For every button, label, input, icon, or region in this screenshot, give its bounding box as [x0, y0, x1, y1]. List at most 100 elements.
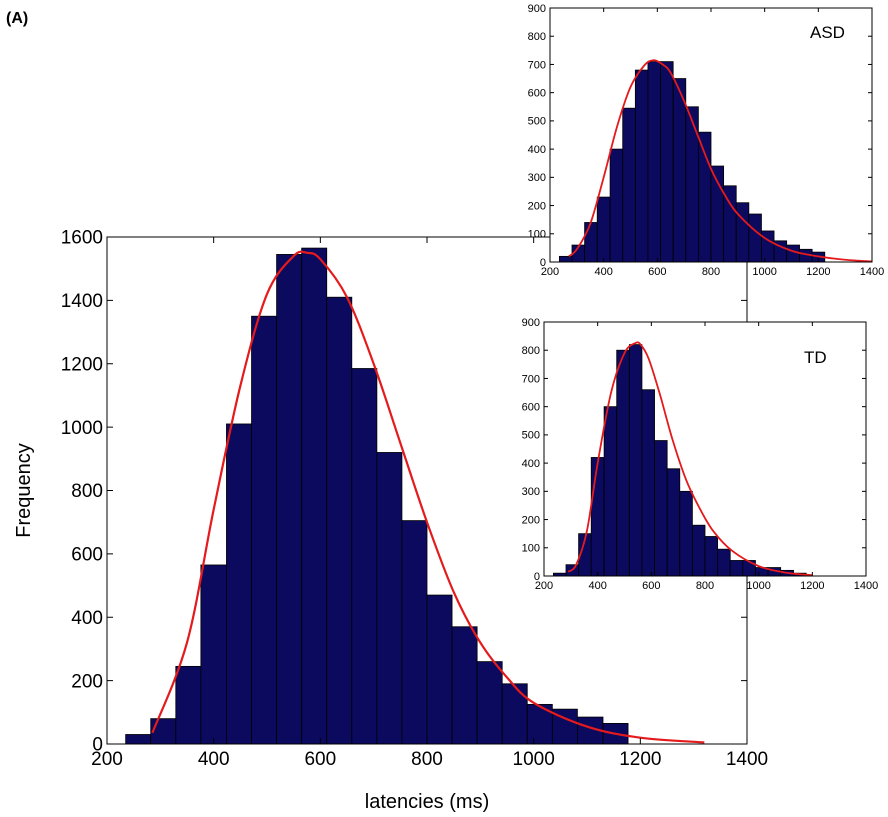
asd-x-tick-label: 1200 — [806, 266, 830, 278]
asd-y-tick-label: 0 — [540, 257, 546, 269]
td-bar — [679, 490, 693, 577]
td-inset-histogram: 200 400 600 800 1000 1200 1400 0 100 200 300 400 500… — [522, 317, 879, 592]
asd-bar — [622, 107, 636, 263]
main-y-tick-label: 1200 — [61, 354, 103, 375]
main-bar — [175, 665, 202, 745]
td-y-tick-label: 100 — [522, 543, 540, 555]
main-bar — [351, 368, 378, 745]
td-y-tick-label: 600 — [522, 402, 540, 414]
main-x-tick-label: 600 — [304, 749, 336, 770]
td-bar — [717, 548, 731, 577]
asd-bar — [596, 196, 611, 263]
td-bar — [628, 344, 643, 577]
asd-y-tick-label: 400 — [528, 144, 546, 156]
main-bar — [200, 564, 227, 745]
main-bar — [150, 718, 177, 745]
main-x-tick-label: 400 — [198, 749, 230, 770]
main-y-tick-label: 200 — [71, 671, 103, 692]
asd-bar — [634, 69, 649, 263]
asd-bar — [786, 244, 800, 263]
td-x-tick-label: 1000 — [746, 580, 770, 592]
td-bar — [704, 536, 719, 577]
asd-bar — [609, 148, 624, 263]
main-fit-curve — [151, 250, 705, 744]
asd-fit-curve — [568, 59, 873, 263]
main-bar — [376, 452, 403, 745]
td-y-tick-label: 700 — [522, 373, 540, 385]
td-x-tick-label: 400 — [588, 580, 606, 592]
asd-x-tick-label: 1000 — [752, 266, 776, 278]
asd-bar — [584, 222, 598, 263]
main-x-tick-label: 1200 — [619, 749, 661, 770]
td-bar — [729, 560, 744, 577]
main-x-tick-label: 200 — [91, 749, 123, 770]
asd-group-label: ASD — [810, 23, 845, 42]
asd-bar — [558, 255, 573, 263]
main-y-tick-label: 1000 — [61, 418, 103, 439]
main-bar — [125, 734, 152, 745]
main-y-tick-label: 1400 — [61, 291, 103, 312]
main-bar — [501, 683, 528, 745]
main-bar — [301, 247, 328, 745]
main-bar — [451, 626, 478, 745]
td-bar — [654, 440, 668, 577]
td-y-tick-label: 300 — [522, 486, 540, 498]
td-y-tick-label: 500 — [522, 430, 540, 442]
td-y-tick-label: 900 — [522, 317, 540, 329]
td-x-tick-label: 800 — [696, 580, 714, 592]
asd-x-tick-label: 800 — [702, 266, 720, 278]
asd-x-tick-label: 600 — [648, 266, 666, 278]
td-bar — [616, 349, 630, 577]
asd-y-tick-label: 800 — [528, 31, 546, 43]
asd-bar — [647, 61, 661, 263]
asd-bar — [761, 230, 775, 263]
asd-y-tick-label: 100 — [528, 229, 546, 241]
main-y-axis-label: Frequency — [13, 443, 35, 538]
asd-x-tick-label: 400 — [594, 266, 612, 278]
td-y-tick-label: 400 — [522, 458, 540, 470]
main-bar — [226, 423, 252, 745]
main-bar — [426, 594, 453, 745]
td-bar — [641, 389, 655, 577]
asd-y-tick-label: 600 — [528, 88, 546, 100]
td-bar — [590, 457, 605, 577]
asd-bar — [735, 202, 750, 263]
asd-y-tick-label: 700 — [528, 59, 546, 71]
asd-bar — [660, 61, 674, 263]
asd-y-tick-label: 900 — [528, 3, 546, 15]
asd-bar — [672, 78, 687, 263]
main-x-tick-label: 800 — [411, 749, 443, 770]
td-x-tick-label: 1200 — [800, 580, 824, 592]
asd-y-tick-label: 500 — [528, 116, 546, 128]
asd-x-tick-label: 200 — [541, 266, 559, 278]
td-y-tick-label: 200 — [522, 514, 540, 526]
main-bar — [276, 254, 303, 745]
asd-y-tick-label: 200 — [528, 200, 546, 212]
main-bar — [401, 520, 428, 745]
asd-x-tick-label: 1400 — [860, 266, 884, 278]
main-x-tick-label: 1000 — [513, 749, 555, 770]
main-x-axis-label: latencies (ms) — [365, 791, 489, 813]
td-bar — [666, 468, 681, 577]
td-x-tick-label: 200 — [535, 580, 553, 592]
main-y-tick-label: 600 — [71, 545, 103, 566]
td-bar — [742, 560, 756, 577]
td-y-tick-label: 800 — [522, 345, 540, 357]
asd-inset-histogram: 200 400 600 800 1000 1200 1400 0 100 200 300 400 500… — [528, 3, 885, 278]
asd-y-tick-label: 300 — [528, 172, 546, 184]
main-bar — [476, 661, 503, 745]
main-x-tick-label: 1400 — [726, 749, 768, 770]
panel-label: (A) — [6, 10, 29, 27]
main-bar — [326, 296, 353, 745]
td-y-tick-label: 0 — [534, 571, 540, 583]
td-fit-curve — [567, 341, 813, 577]
td-bar — [603, 406, 618, 577]
main-y-tick-label: 800 — [71, 481, 103, 502]
td-x-tick-label: 1400 — [854, 580, 878, 592]
td-x-tick-label: 600 — [642, 580, 660, 592]
main-y-tick-label: 0 — [92, 735, 103, 756]
asd-bar — [748, 213, 762, 263]
main-y-tick-label: 400 — [71, 608, 103, 629]
td-group-label: TD — [804, 348, 827, 367]
